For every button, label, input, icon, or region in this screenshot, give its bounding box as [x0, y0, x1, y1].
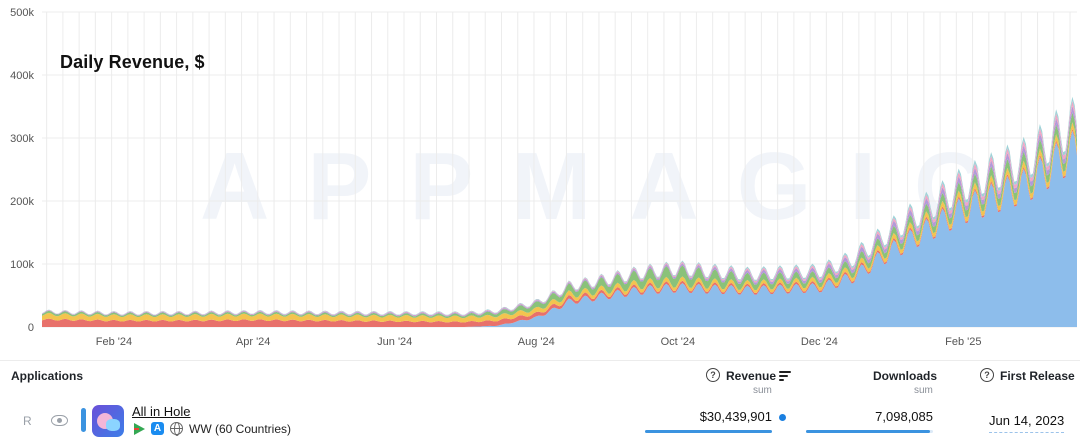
applications-header: Applications: [11, 369, 84, 383]
table-header: Applications ? Revenue sum Downloads sum…: [0, 360, 1080, 396]
downloads-sum-label: sum: [914, 385, 933, 396]
revenue-header[interactable]: Revenue: [726, 369, 777, 383]
x-tick-label: Feb '24: [96, 336, 132, 348]
app-name-link[interactable]: All in Hole: [132, 404, 191, 419]
first-release-value: Jun 14, 2023: [989, 413, 1065, 433]
revenue-bar: [645, 430, 772, 433]
area-series-0: [42, 130, 1077, 327]
eye-icon[interactable]: [51, 415, 68, 426]
downloads-value: 7,098,085: [875, 409, 933, 424]
region-label: WW (60 Countries): [189, 422, 292, 436]
x-tick-label: Feb '25: [945, 336, 981, 348]
x-tick-label: Jun '24: [377, 336, 412, 348]
sort-icon[interactable]: [779, 371, 791, 381]
chart-watermark: APPMAGIC: [200, 133, 1022, 240]
globe-icon: [170, 422, 183, 436]
revenue-value: $30,439,901: [699, 409, 772, 424]
chart-title: Daily Revenue, $: [60, 52, 205, 72]
app-store-icon: A: [151, 422, 164, 435]
downloads-bar-fill: [806, 430, 931, 433]
y-tick-label: 100k: [10, 259, 34, 271]
x-tick-label: Oct '24: [661, 336, 696, 348]
x-tick-label: Aug '24: [518, 336, 555, 348]
app-icon[interactable]: [92, 405, 124, 437]
downloads-bar-track: [806, 430, 933, 433]
y-tick-label: 300k: [10, 133, 34, 145]
revenue-chart: APPMAGIC 0 100k 200k 300k 400k 500k Feb '24 Apr…: [10, 7, 1077, 348]
revenue-help-icon[interactable]: ?: [706, 368, 720, 382]
first-release-header[interactable]: First Release: [1000, 369, 1075, 383]
downloads-header[interactable]: Downloads: [873, 369, 938, 383]
table-row[interactable]: R All in Hole A WW (60 Countries) $30,43…: [0, 400, 1080, 439]
y-tick-label: 500k: [10, 7, 34, 19]
row-rank: R: [23, 414, 32, 428]
first-release-help-icon[interactable]: ?: [980, 368, 994, 382]
google-play-icon: [134, 423, 145, 435]
revenue-sum-label: sum: [753, 385, 772, 396]
x-tick-label: Dec '24: [801, 336, 838, 348]
x-tick-label: Apr '24: [236, 336, 271, 348]
y-tick-label: 200k: [10, 196, 34, 208]
revenue-dot-icon: [779, 414, 786, 421]
y-tick-label: 400k: [10, 70, 34, 82]
y-tick-label: 0: [28, 322, 34, 334]
chart-canvas: 0 100k 200k 300k 400k 500k Feb '24 Apr '24 Jun '…: [10, 7, 1077, 348]
series-color-swatch: [81, 408, 86, 432]
